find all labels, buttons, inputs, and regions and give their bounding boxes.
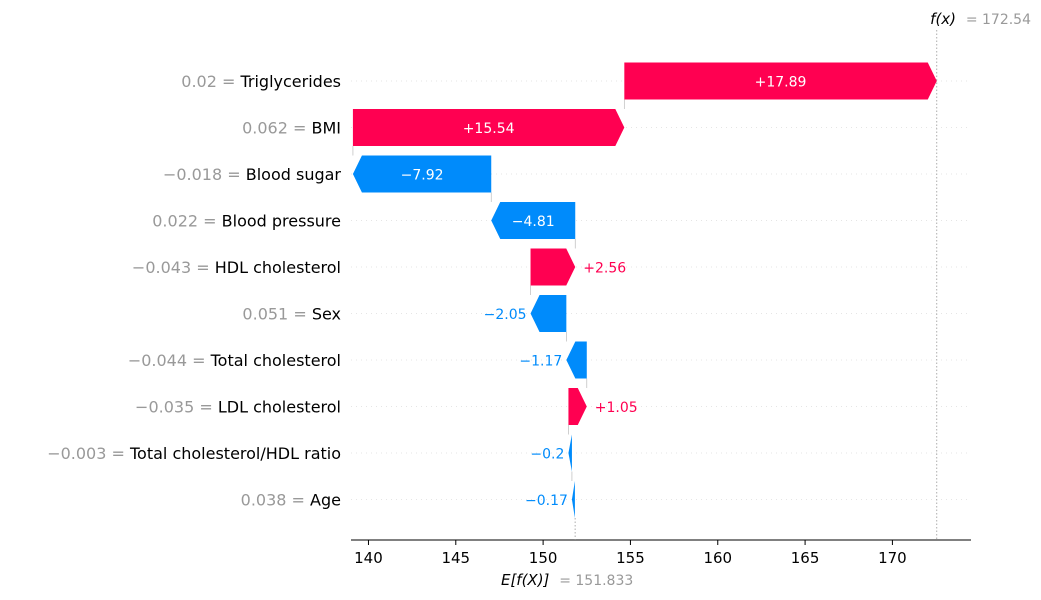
base-label: E[f(X)] — [501, 571, 550, 589]
contribution-bar — [352, 109, 625, 146]
contribution-bar — [568, 434, 572, 472]
feature-name: Total cholesterol/HDL ratio — [129, 444, 341, 463]
feature-name: Triglycerides — [239, 72, 341, 91]
feature-value: −0.044 = — [128, 351, 211, 370]
feature-value: 0.02 = — [181, 72, 240, 91]
contribution-bar — [566, 341, 587, 379]
feature-value: −0.018 = — [163, 165, 246, 184]
contribution-label: +2.56 — [583, 261, 626, 277]
output-label: f(x) — [930, 10, 956, 28]
feature-label: 0.062 = BMI — [242, 119, 341, 138]
contribution-bar — [352, 155, 492, 193]
contribution-bar — [530, 248, 576, 286]
feature-name: Blood sugar — [246, 165, 342, 184]
contribution-label: +15.54 — [463, 121, 515, 137]
feature-label: 0.02 = Triglycerides — [181, 72, 341, 91]
feature-label: −0.018 = Blood sugar — [163, 165, 341, 184]
feature-value: −0.003 = — [47, 444, 130, 463]
base-value-label: E[f(X)] = 151.833 — [501, 571, 633, 589]
bar-connectors — [352, 99, 625, 481]
contribution-label: −2.05 — [484, 307, 527, 323]
feature-name: LDL cholesterol — [218, 398, 341, 417]
contribution-label: −7.92 — [401, 168, 444, 184]
x-tick-label: 170 — [878, 549, 907, 567]
feature-name: Total cholesterol — [210, 351, 341, 370]
contribution-bars: +17.89 +15.54 −7.92 −4.81 +2.56 −2.05 −1.17 +1.… — [352, 62, 937, 518]
feature-label: 0.038 = Age — [241, 491, 341, 510]
feature-label: −0.003 = Total cholesterol/HDL ratio — [47, 444, 341, 463]
feature-label: −0.044 = Total cholesterol — [128, 351, 341, 370]
feature-name: Blood pressure — [222, 212, 341, 231]
x-tick-label: 155 — [616, 549, 645, 567]
contribution-bar — [571, 481, 575, 518]
feature-name: BMI — [312, 119, 342, 138]
x-tick-label: 150 — [529, 549, 558, 567]
output-value-label: f(x) = 172.54 — [930, 10, 1031, 28]
feature-name: Age — [310, 491, 341, 510]
contribution-bar — [530, 295, 567, 332]
contribution-label: −0.17 — [525, 493, 568, 509]
x-tick-label: 160 — [703, 549, 732, 567]
contribution-bar — [624, 62, 937, 100]
contribution-label: +17.89 — [755, 75, 807, 91]
contribution-label: −4.81 — [512, 214, 555, 230]
feature-label: 0.051 = Sex — [242, 305, 341, 324]
feature-value: 0.038 = — [241, 491, 310, 510]
feature-labels: 0.02 = Triglycerides 0.062 = BMI −0.018 = … — [47, 72, 341, 510]
output-value-text: = 172.54 — [966, 12, 1031, 28]
x-tick-label: 145 — [441, 549, 470, 567]
x-tick-label: 165 — [791, 549, 820, 567]
base-value-annotation: E[f(X)] = 151.833 — [501, 518, 633, 589]
feature-value: −0.043 = — [132, 258, 215, 277]
contribution-bar — [568, 388, 587, 425]
feature-name: HDL cholesterol — [215, 258, 341, 277]
x-axis: 140 145 150 155 160 165 170 — [351, 539, 971, 567]
feature-value: −0.035 = — [135, 398, 218, 417]
feature-label: 0.022 = Blood pressure — [152, 212, 341, 231]
contribution-bar — [491, 202, 576, 239]
contribution-label: +1.05 — [595, 400, 638, 416]
feature-value: 0.022 = — [152, 212, 221, 231]
feature-value: 0.051 = — [242, 305, 311, 324]
base-value-text: = 151.833 — [559, 573, 633, 589]
feature-name: Sex — [312, 305, 341, 324]
feature-label: −0.043 = HDL cholesterol — [132, 258, 341, 277]
output-value-annotation: f(x) = 172.54 — [930, 10, 1031, 540]
x-tick-label: 140 — [354, 549, 383, 567]
feature-value: 0.062 = — [242, 119, 311, 138]
contribution-label: −0.2 — [530, 447, 564, 463]
feature-label: −0.035 = LDL cholesterol — [135, 398, 341, 417]
contribution-label: −1.17 — [519, 354, 562, 370]
